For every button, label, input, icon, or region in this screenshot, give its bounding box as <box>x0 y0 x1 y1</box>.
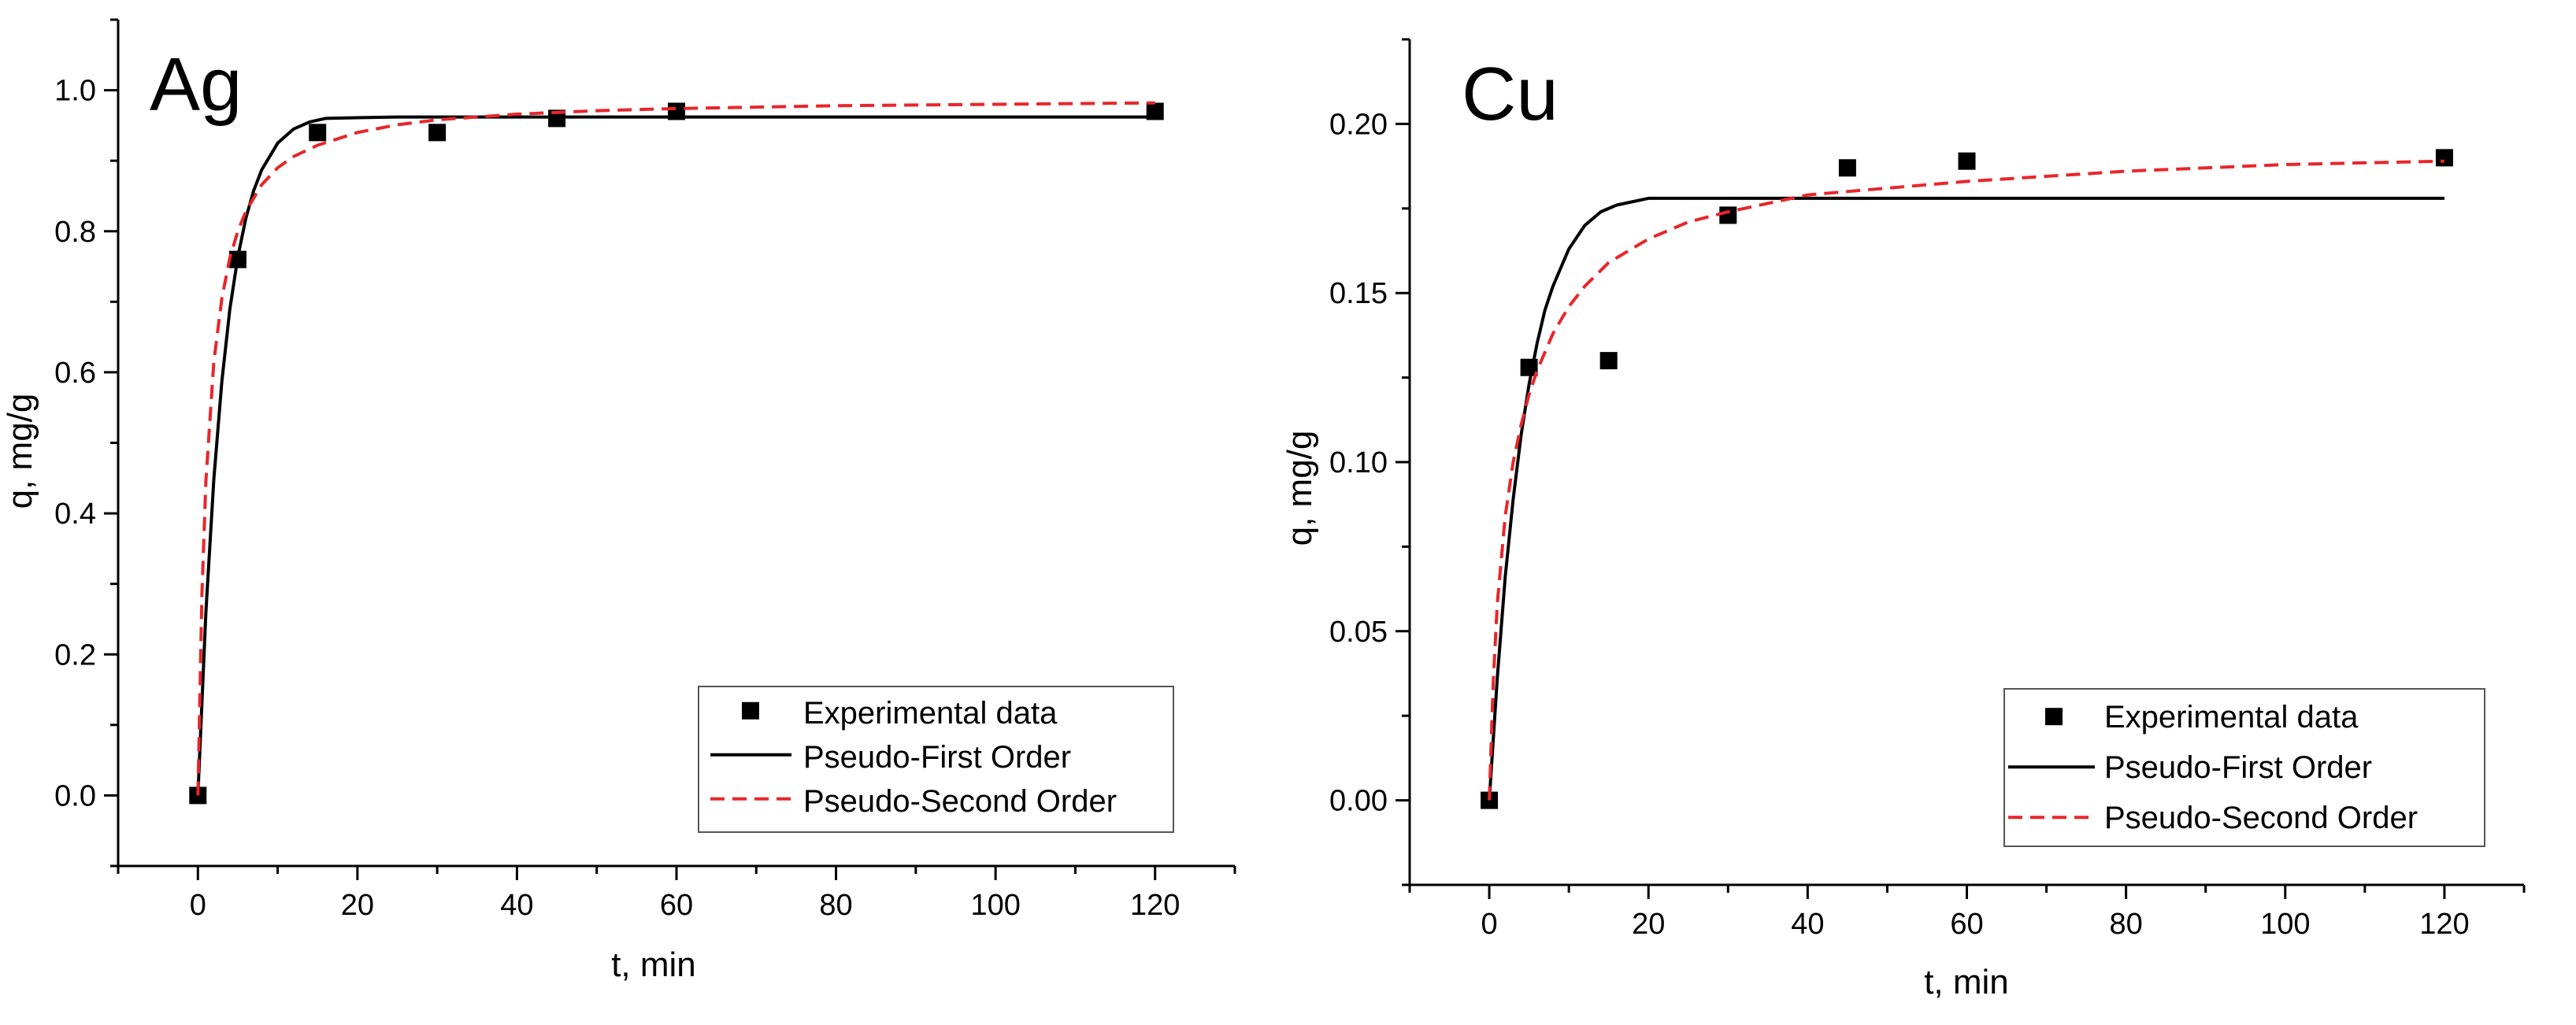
cu-y-tick-label: 0.15 <box>1329 277 1388 310</box>
ag-x-tick-label: 100 <box>970 889 1020 922</box>
cu-x-axis-label: t, min <box>1924 963 2009 1001</box>
cu-experimental-point <box>2435 149 2453 167</box>
cu-y-axis-label: q, mg/g <box>1281 431 1319 546</box>
ag-first-order-line <box>196 115 1155 796</box>
ag-y-tick-label: 0.6 <box>54 357 96 390</box>
ag-x-axis-label: t, min <box>611 945 696 984</box>
cu-x-tick-label: 20 <box>1632 908 1665 941</box>
ag-second-order-line <box>196 101 1155 796</box>
cu-y-tick-label: 0.20 <box>1329 108 1388 141</box>
cu-experimental-point <box>1719 206 1737 224</box>
ag-experimental-point <box>309 124 327 142</box>
ag-legend-box <box>698 686 1174 833</box>
ag-y-tick-label: 0.0 <box>54 779 96 812</box>
ag-y-tick-label: 1.0 <box>54 75 96 108</box>
ag-y-tick-label: 0.2 <box>54 638 96 672</box>
cu-legend-marker-experimental <box>2045 708 2063 726</box>
cu-legend-label-first-order: Pseudo-First Order <box>2104 750 2372 785</box>
cu-first-order-line <box>1488 196 2444 801</box>
cu-x-tick-label: 40 <box>1791 908 1824 941</box>
ag-y-axis-label: q, mg/g <box>1 394 39 509</box>
cu-experimental-point <box>1958 152 1976 170</box>
cu-x-tick-label: 100 <box>2260 908 2310 941</box>
ag-x-tick-label: 120 <box>1130 889 1180 922</box>
ag-x-tick-label: 40 <box>500 889 533 922</box>
ag-x-tick-label: 0 <box>190 889 206 922</box>
cu-y-tick-label: 0.10 <box>1329 446 1388 479</box>
cu-chart-panel: Cu t, min q, mg/g 0 20 40 60 80 100 120 0.00 0.0… <box>1281 38 2526 1001</box>
cu-panel-title: Cu <box>1462 52 1559 136</box>
cu-x-tick-label: 80 <box>2110 908 2143 941</box>
ag-y-tick-label: 0.4 <box>54 498 96 531</box>
cu-x-tick-label: 60 <box>1950 908 1983 941</box>
cu-experimental-point <box>1838 159 1856 177</box>
ag-legend-label-second-order: Pseudo-Second Order <box>803 784 1117 819</box>
ag-experimental-point <box>189 786 207 805</box>
ag-x-tick-label: 20 <box>341 889 374 922</box>
ag-legend-marker-experimental <box>742 701 759 720</box>
cu-legend-label-second-order: Pseudo-Second Order <box>2104 801 2418 835</box>
cu-legend-label-experimental: Experimental data <box>2104 700 2359 735</box>
ag-x-tick-label: 60 <box>660 889 693 922</box>
cu-experimental-point <box>1481 791 1499 809</box>
cu-experimental-point <box>1599 352 1618 370</box>
ag-legend-label-first-order: Pseudo-First Order <box>803 740 1071 775</box>
cu-y-tick-label: 0.00 <box>1329 785 1388 818</box>
cu-x-tick-label: 0 <box>1481 908 1498 941</box>
ag-x-tick-label: 80 <box>819 889 852 922</box>
ag-legend-label-experimental: Experimental data <box>803 696 1058 731</box>
cu-y-tick-label: 0.05 <box>1329 616 1388 649</box>
ag-chart-panel: Ag t, min q, mg/g 0 20 40 60 80 100 120 0.0 0.2 0… <box>1 18 1236 984</box>
ag-y-tick-label: 0.8 <box>54 216 96 249</box>
ag-experimental-point <box>428 124 447 142</box>
ag-panel-title: Ag <box>150 43 242 127</box>
cu-second-order-line <box>1488 159 2444 801</box>
cu-x-tick-label: 120 <box>2419 908 2469 941</box>
